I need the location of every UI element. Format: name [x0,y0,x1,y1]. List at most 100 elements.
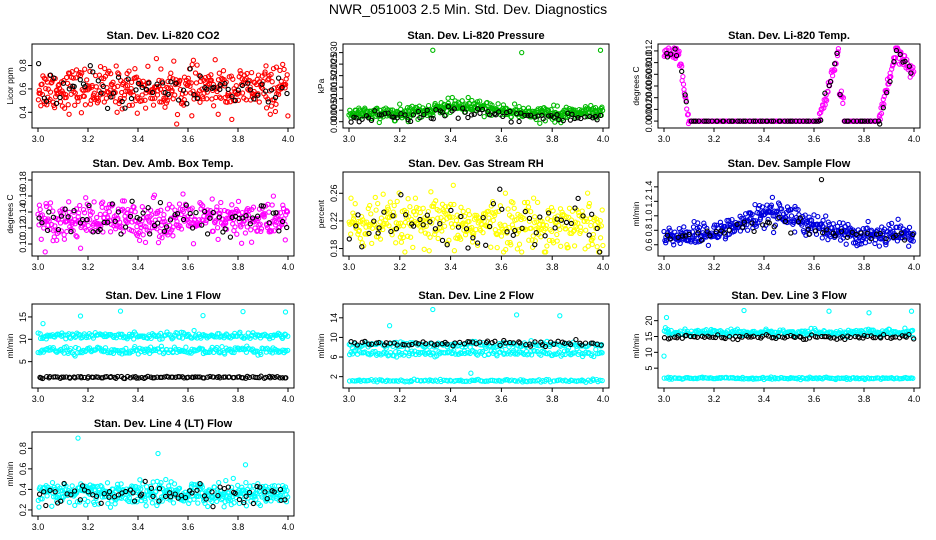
data-point [129,102,136,108]
data-point [376,225,382,231]
data-point [760,222,766,228]
data-point [62,206,68,212]
data-point [471,111,477,117]
x-tick-label: 3.0 [343,262,356,272]
y-tick-label: 0.002 [644,98,654,121]
data-point [721,223,728,230]
data-point [129,198,135,204]
data-point [464,378,470,384]
data-point [142,97,148,103]
data-point [234,231,240,237]
data-point [855,334,861,340]
x-tick-label: 3.2 [394,394,407,404]
data-point [461,227,467,233]
data-point [509,214,515,220]
data-point [98,483,104,489]
data-point [911,336,917,342]
data-point [492,338,498,344]
data-point [751,228,757,235]
data-point [551,114,557,120]
data-point [722,236,729,242]
data-point [187,66,193,72]
data-point [598,223,605,229]
data-point [222,226,228,232]
data-point [132,209,138,215]
data-point [797,215,803,221]
y-tick-label: 0.008 [644,63,654,86]
data-point [465,114,471,121]
data-point [802,212,808,218]
data-point [69,69,75,75]
data-point [460,208,466,215]
x-tick-label: 4.0 [908,262,921,272]
data-point [546,237,553,244]
data-point [227,99,233,105]
data-point [487,220,493,226]
data-point [123,345,129,352]
data-point [394,342,400,348]
data-point [787,118,793,124]
data-point [276,228,282,234]
data-point [714,118,720,124]
data-point [284,224,290,231]
data-point [124,83,131,89]
data-point [146,228,152,234]
data-point [82,102,89,108]
data-point [90,69,96,75]
data-point [740,224,746,230]
data-point [447,214,453,221]
data-point [105,219,111,225]
x-tick-label: 3.2 [708,262,721,272]
data-point [685,111,691,117]
data-point [683,99,689,105]
data-point [806,231,812,237]
data-point [474,106,481,112]
data-point [125,206,131,213]
data-point [470,235,476,241]
data-point [128,79,135,85]
data-point [729,216,735,223]
data-point [563,219,570,226]
data-point [158,207,164,213]
data-point [369,341,375,347]
data-point [255,92,261,98]
plot-frame [342,171,610,257]
data-point [268,228,274,235]
data-point [455,115,461,121]
data-point [695,220,701,226]
data-point [519,249,525,255]
data-point [561,348,568,354]
data-point [156,233,163,240]
data-point [270,210,276,216]
data-point [180,329,186,336]
data-point [462,232,469,238]
data-point [772,376,778,382]
data-point [228,348,234,354]
data-point [788,230,794,236]
data-point [140,210,146,216]
data-point [169,204,175,210]
data-point [171,58,177,64]
data-point [680,233,686,239]
data-point [366,377,372,384]
y-tick-label: 0.12 [18,219,28,237]
data-point [591,353,597,360]
data-point [557,377,563,383]
data-point [679,63,685,69]
data-point [146,219,153,225]
data-point [744,227,751,233]
data-point [489,340,495,346]
data-point [516,241,523,247]
data-point [260,203,266,209]
data-point [275,89,281,95]
data-point [124,373,131,380]
data-point [594,244,600,250]
data-point [745,334,752,340]
outlier-point [513,312,520,318]
data-point [448,207,454,214]
data-point [180,191,186,197]
data-point [218,199,224,206]
outlier-point [282,309,289,315]
x-tick-label: 3.2 [708,394,721,404]
